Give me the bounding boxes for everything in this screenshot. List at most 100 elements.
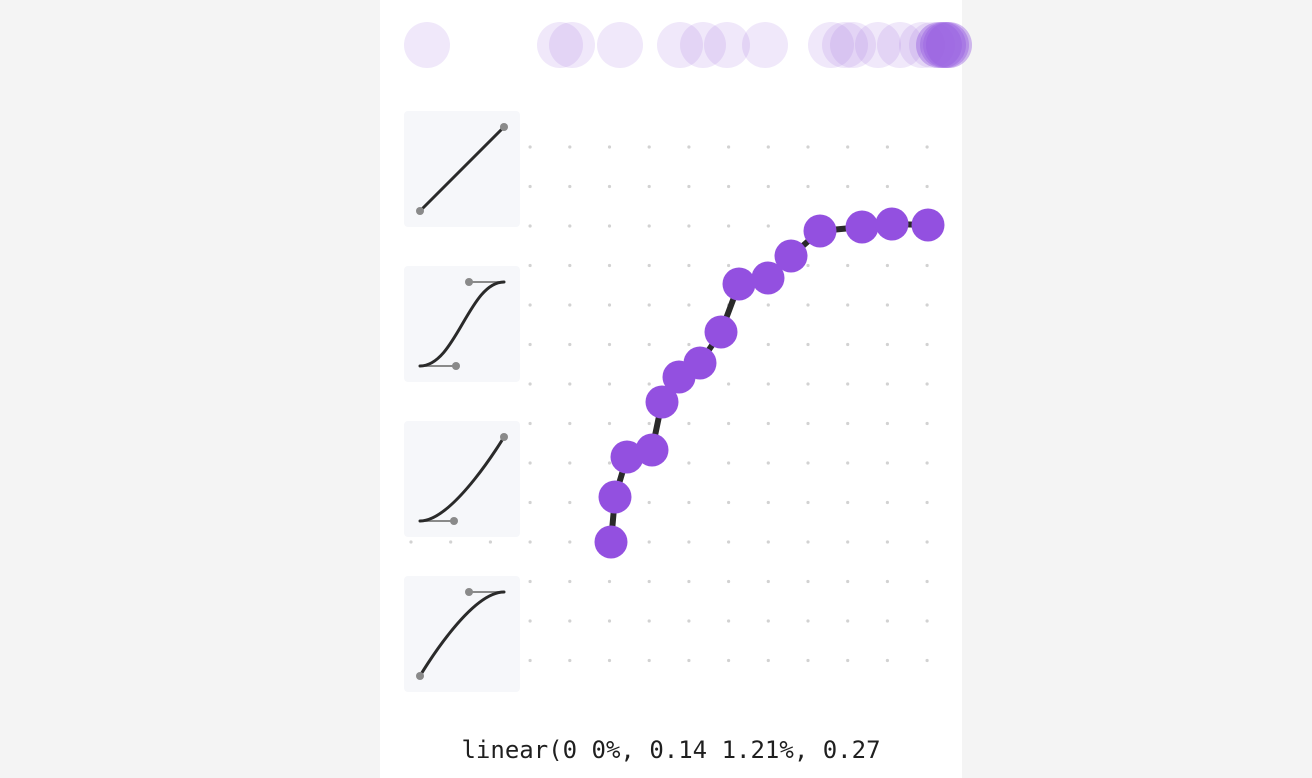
preview-ghost-dot	[926, 22, 972, 68]
grid-dot	[607, 184, 612, 189]
curve-control-point[interactable]	[645, 385, 679, 419]
curve-control-point[interactable]	[875, 207, 909, 241]
grid-dot	[449, 540, 453, 544]
grid-dot	[687, 224, 691, 228]
grid-dot	[528, 184, 532, 189]
grid-dot	[607, 658, 612, 663]
grid-dot	[727, 303, 731, 307]
curve-control-point[interactable]	[911, 208, 945, 242]
preset-ease-in-button[interactable]	[404, 421, 520, 537]
grid-dot	[607, 461, 612, 465]
curve-control-point[interactable]	[774, 239, 808, 273]
css-linear-output: linear(0 0%, 0.14 1.21%, 0.27	[461, 736, 881, 764]
preview-ghost-dot	[923, 22, 969, 68]
grid-dot	[727, 579, 731, 584]
grid-dot	[806, 145, 810, 149]
preview-ghost-dot	[877, 22, 923, 68]
grid-dot	[647, 263, 651, 268]
grid-dot	[687, 145, 691, 149]
grid-dot	[925, 263, 929, 268]
grid-dot	[607, 579, 612, 584]
curve-control-point[interactable]	[845, 210, 879, 244]
grid-dot	[885, 382, 889, 386]
grid-dot	[607, 342, 612, 347]
grid-dot	[528, 145, 532, 149]
grid-dot	[766, 461, 770, 465]
grid-dot	[925, 540, 929, 544]
grid-dot	[925, 303, 929, 307]
preset-ease-out-button[interactable]	[404, 576, 520, 692]
preview-ghost-dot	[549, 22, 595, 68]
curve-control-point[interactable]	[751, 261, 785, 295]
grid-dot	[687, 184, 691, 189]
grid-dot	[885, 461, 889, 465]
grid-dot	[766, 619, 770, 623]
grid-dot	[885, 500, 889, 505]
curve-control-point[interactable]	[722, 267, 756, 301]
grid-dot	[528, 382, 532, 386]
grid-dot	[766, 421, 770, 426]
grid-dot	[806, 461, 810, 465]
grid-dot	[687, 461, 691, 465]
grid-dot	[925, 658, 929, 663]
grid-dot	[647, 224, 651, 228]
grid-dot	[727, 461, 731, 465]
preview-ghost-dot	[597, 22, 643, 68]
grid-dot	[528, 579, 532, 584]
ease-in-out-curve-icon	[418, 278, 506, 370]
preview-ghost-dot	[742, 22, 788, 68]
preview-ghost-dot	[680, 22, 726, 68]
grid-dot	[766, 579, 770, 584]
grid-dot	[925, 342, 929, 347]
grid-dot	[846, 658, 850, 663]
grid-dot	[528, 619, 532, 623]
grid-dot	[925, 500, 929, 505]
preset-ease-in-out-button[interactable]	[404, 266, 520, 382]
grid-dot	[528, 421, 532, 426]
grid-dot	[568, 224, 572, 228]
grid-dot	[925, 619, 929, 623]
grid-dot	[766, 145, 770, 149]
grid-dot	[568, 145, 572, 149]
grid-dot	[568, 382, 572, 386]
grid-dot	[568, 342, 572, 347]
grid-dot	[687, 500, 691, 505]
preview-ghost-dot	[404, 22, 450, 68]
grid-dot	[846, 461, 850, 465]
grid-dot	[607, 382, 612, 386]
grid-dot	[687, 540, 691, 544]
grid-dot	[885, 303, 889, 307]
grid-dot	[846, 500, 850, 505]
curve-control-point[interactable]	[610, 440, 644, 474]
grid-dot	[687, 421, 691, 426]
curve-control-point[interactable]	[598, 480, 632, 514]
grid-dot	[885, 263, 889, 268]
grid-dot	[607, 303, 612, 307]
preview-ghost-dot	[909, 22, 955, 68]
grid-dot	[528, 303, 532, 307]
grid-dot	[766, 658, 770, 663]
preset-linear-button[interactable]	[404, 111, 520, 227]
grid-dot	[687, 303, 691, 307]
grid-dot	[885, 145, 889, 149]
grid-dot	[607, 224, 612, 228]
ease-out-curve-icon	[416, 588, 506, 680]
grid-dot	[528, 500, 532, 505]
curve-control-point[interactable]	[683, 346, 717, 380]
ease-in-curve-icon	[418, 433, 508, 525]
curve-control-point[interactable]	[594, 525, 628, 559]
grid-dot	[806, 263, 810, 268]
curve-control-point[interactable]	[803, 214, 837, 248]
grid-dot	[687, 263, 691, 268]
grid-dot	[568, 461, 572, 465]
animation-preview-track	[380, 0, 972, 92]
curve-control-point[interactable]	[635, 433, 669, 467]
grid-dot	[925, 184, 929, 189]
grid-dot	[727, 540, 731, 544]
curve-control-point[interactable]	[704, 315, 738, 349]
grid-dot	[647, 619, 651, 623]
preview-ghost-dot	[899, 22, 945, 68]
grid-dot	[607, 421, 612, 426]
grid-dot	[766, 500, 770, 505]
grid-dot	[766, 184, 770, 189]
